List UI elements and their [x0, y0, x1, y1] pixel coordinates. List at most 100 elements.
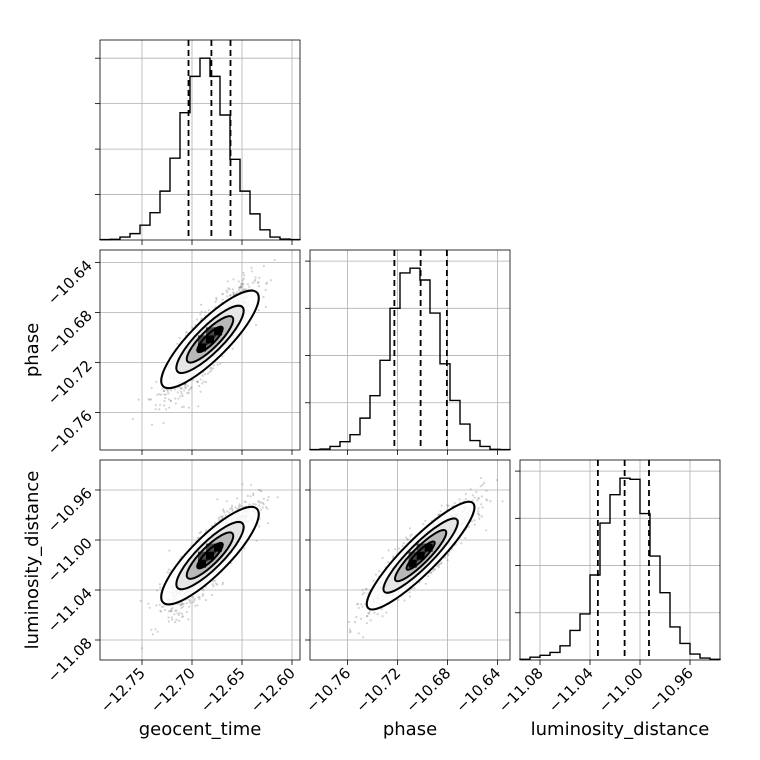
scatter-point — [266, 499, 269, 502]
scatter-point — [413, 587, 416, 590]
scatter-point — [476, 499, 479, 502]
scatter-point — [184, 383, 187, 386]
scatter-point — [171, 618, 174, 621]
scatter-point — [254, 278, 257, 281]
scatter-point — [408, 595, 412, 598]
scatter-point — [397, 598, 400, 602]
scatter-point — [159, 610, 163, 613]
scatter-point — [478, 514, 481, 517]
density-core-bin — [206, 335, 214, 344]
scatter-point — [246, 494, 249, 497]
scatter-point — [179, 603, 182, 607]
scatter-point — [239, 285, 243, 288]
joint-panel-geocent_time-phase — [131, 258, 276, 426]
scatter-point — [179, 604, 182, 607]
scatter-point — [222, 509, 225, 512]
histogram-geocent_time — [99, 57, 301, 241]
scatter-point — [380, 608, 383, 611]
scatter-point — [440, 561, 443, 564]
scatter-point — [211, 583, 214, 586]
scatter-point — [182, 602, 185, 605]
scatter-point — [186, 384, 189, 387]
scatter-point — [239, 286, 242, 289]
scatter-point — [237, 288, 241, 291]
scatter-point — [446, 504, 449, 507]
scatter-point — [176, 612, 179, 615]
scatter-point — [159, 393, 163, 396]
panel-frame — [99, 249, 301, 451]
scatter-point — [356, 603, 359, 606]
scatter-point — [252, 492, 255, 495]
scatter-point — [179, 387, 182, 390]
scatter-point — [200, 310, 203, 313]
scatter-point — [348, 631, 351, 634]
scatter-point — [188, 598, 191, 601]
scatter-point — [467, 525, 470, 529]
scatter-point — [223, 511, 226, 514]
scatter-point — [190, 386, 193, 389]
scatter-point — [255, 323, 258, 327]
scatter-point — [378, 570, 381, 573]
density-core-bin — [408, 551, 417, 560]
scatter-point — [424, 519, 427, 522]
scatter-point — [212, 585, 215, 588]
scatter-point — [199, 530, 203, 534]
scatter-point — [205, 529, 208, 532]
scatter-point — [187, 391, 190, 395]
scatter-point — [424, 582, 427, 585]
scatter-point — [257, 285, 260, 288]
scatter-point — [392, 555, 395, 558]
scatter-point — [229, 293, 232, 297]
scatter-point — [225, 500, 228, 503]
scatter-point — [232, 291, 235, 295]
scatter-point — [243, 500, 246, 503]
scatter-point — [266, 507, 269, 510]
x-tick-label: −12.75 — [97, 664, 149, 716]
scatter-point — [198, 595, 201, 599]
scatter-point — [453, 502, 456, 505]
scatter-point — [221, 516, 224, 519]
scatter-point — [183, 389, 186, 392]
density-core-bin — [206, 551, 214, 560]
scatter-point — [169, 399, 173, 402]
scatter-point — [187, 406, 190, 409]
scatter-point — [401, 544, 404, 548]
scatter-point — [170, 389, 173, 392]
scatter-point — [381, 556, 384, 560]
scatter-point — [373, 611, 376, 614]
scatter-point — [204, 373, 207, 376]
scatter-point — [170, 608, 173, 611]
scatter-point — [242, 277, 246, 280]
scatter-point — [241, 289, 245, 292]
scatter-point — [422, 523, 425, 526]
scatter-point — [257, 488, 260, 492]
scatter-point — [243, 288, 246, 291]
scatter-point — [259, 508, 263, 511]
scatter-point — [437, 513, 440, 516]
y-tick-label: −10.64 — [44, 257, 96, 309]
scatter-point — [186, 391, 189, 394]
scatter-point — [245, 288, 248, 291]
scatter-point — [169, 399, 172, 402]
x-tick-label: −12.65 — [197, 664, 249, 716]
scatter-point — [447, 554, 450, 557]
scatter-point — [477, 510, 480, 513]
scatter-point — [158, 393, 161, 396]
panel-frame — [309, 459, 511, 661]
scatter-point — [229, 507, 232, 510]
scatter-point — [226, 291, 229, 294]
scatter-point — [159, 609, 162, 612]
scatter-point — [188, 605, 191, 608]
scatter-point — [184, 386, 187, 389]
scatter-point — [241, 279, 244, 282]
scatter-point — [236, 291, 239, 294]
scatter-point — [175, 618, 178, 621]
scatter-point — [469, 488, 472, 491]
scatter-point — [429, 571, 432, 574]
scatter-point — [480, 503, 483, 506]
scatter-point — [215, 582, 218, 585]
scatter-point — [365, 622, 368, 625]
scatter-point — [156, 393, 159, 396]
scatter-point — [166, 571, 169, 574]
